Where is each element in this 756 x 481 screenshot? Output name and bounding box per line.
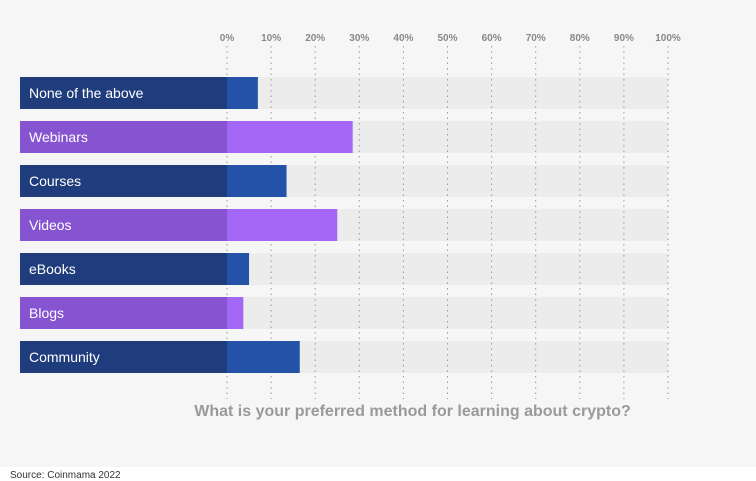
bar-track — [227, 165, 668, 197]
bar-track — [227, 341, 668, 373]
tick-label: 30% — [349, 33, 369, 44]
category-label: Videos — [29, 217, 72, 233]
chart-question: What is your preferred method for learni… — [194, 403, 630, 420]
bar — [227, 121, 353, 153]
tick-label: 100% — [655, 33, 681, 44]
bar-chart: None of the above Webinars Courses Videos eB… — [20, 33, 681, 420]
source-text: Source: Coinmama 2022 — [10, 470, 121, 481]
category-label-bg — [20, 253, 227, 285]
category-label: eBooks — [29, 261, 76, 277]
tick-label: 0% — [220, 33, 235, 44]
category-label-bg — [20, 209, 227, 241]
category-label-bg — [20, 165, 227, 197]
tick-label: 90% — [614, 33, 634, 44]
bar-track — [227, 253, 668, 285]
category-label-bg — [20, 341, 227, 373]
tick-label: 60% — [482, 33, 502, 44]
tick-label: 10% — [261, 33, 281, 44]
bar — [227, 341, 300, 373]
bar-track — [227, 297, 668, 329]
bar — [227, 165, 287, 197]
tick-label: 50% — [437, 33, 457, 44]
tick-label: 20% — [305, 33, 325, 44]
tick-label: 80% — [570, 33, 590, 44]
tick-label: 70% — [526, 33, 546, 44]
category-label-bg — [20, 121, 227, 153]
source-footer: Source: Coinmama 2022 — [0, 470, 756, 481]
category-label: Blogs — [29, 305, 64, 321]
bar-track — [227, 77, 668, 109]
bar — [227, 77, 258, 109]
bar — [227, 297, 244, 329]
bar — [227, 253, 250, 285]
category-label: Community — [29, 349, 100, 365]
bar — [227, 209, 338, 241]
category-label: None of the above — [29, 85, 144, 101]
category-label-bg — [20, 77, 227, 109]
category-label-bg — [20, 297, 227, 329]
tick-label: 40% — [393, 33, 413, 44]
category-label: Courses — [29, 173, 81, 189]
chart-panel: None of the above Webinars Courses Videos eB… — [20, 33, 681, 420]
category-label: Webinars — [29, 129, 88, 145]
